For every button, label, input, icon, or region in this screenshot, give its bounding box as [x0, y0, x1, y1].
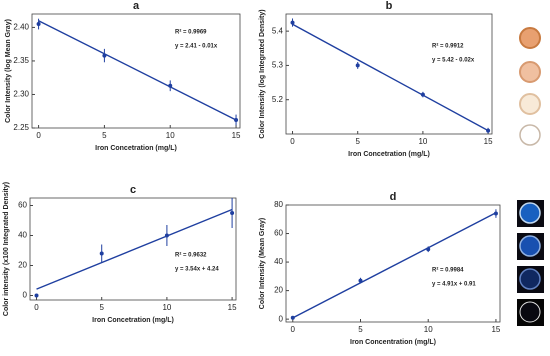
- plot-frame: [29, 197, 237, 301]
- annotation: y = 4.91x + 0.91: [432, 282, 476, 288]
- x-tick-label: 10: [162, 303, 171, 312]
- y-tick-label: 60: [18, 201, 27, 210]
- tube-photos-bottom: [517, 200, 544, 326]
- data-point: [230, 211, 235, 215]
- y-tick-label: 80: [274, 200, 283, 209]
- y-tick-label: 20: [274, 286, 283, 295]
- x-tick-label: 15: [232, 131, 241, 140]
- y-tick-label: 5.3: [272, 61, 284, 70]
- y-axis-label: Color intensity (x100 Integrated Density…: [3, 182, 10, 316]
- x-axis-label: Iron Concetration (mg/L): [95, 145, 177, 152]
- data-point: [426, 247, 431, 252]
- panel-label: c: [130, 184, 136, 196]
- data-point: [164, 233, 169, 238]
- x-tick-label: 0: [291, 325, 296, 334]
- photo: [519, 268, 541, 290]
- x-tick-label: 5: [355, 137, 360, 146]
- y-tick-label: 2.35: [13, 56, 29, 65]
- x-tick-label: 15: [484, 137, 493, 146]
- x-axis-label: Iron Concetration (mg/L): [348, 151, 430, 158]
- y-tick-label: 2.30: [13, 90, 29, 99]
- x-tick-label: 5: [99, 303, 104, 312]
- data-point: [102, 53, 107, 58]
- data-point: [36, 22, 41, 27]
- panel-label: d: [390, 191, 397, 203]
- panel-label: b: [386, 0, 393, 12]
- data-point: [358, 278, 363, 283]
- plot-frame: [31, 13, 241, 129]
- annotation: y = 3.54x + 4.24: [175, 267, 219, 273]
- fit-line: [38, 20, 237, 121]
- data-point: [355, 63, 360, 68]
- photo: [519, 202, 541, 224]
- y-axis-label: Color Intensity (log Mean Gray): [5, 19, 12, 123]
- x-tick-label: 0: [290, 137, 295, 146]
- y-tick-label: 60: [274, 229, 283, 238]
- photo: [519, 27, 541, 49]
- tube-photos-top: [519, 27, 541, 146]
- annotation: R² = 0.9912: [432, 43, 464, 50]
- photo: [519, 61, 541, 83]
- plot-frame: [285, 13, 493, 135]
- fit-line: [292, 212, 497, 319]
- panel-label: a: [133, 0, 140, 12]
- annotation: R² = 0.9632: [175, 252, 207, 259]
- x-tick-label: 10: [166, 131, 175, 140]
- x-tick-label: 0: [36, 131, 41, 140]
- x-tick-label: 5: [102, 131, 107, 140]
- data-point: [290, 20, 295, 25]
- photo: [519, 124, 541, 146]
- y-tick-label: 0: [23, 291, 28, 300]
- data-point: [34, 293, 39, 298]
- y-tick-label: 5.4: [272, 26, 284, 35]
- data-point: [290, 315, 295, 320]
- data-point: [99, 251, 104, 256]
- x-tick-label: 10: [424, 325, 433, 334]
- y-tick-label: 40: [274, 257, 283, 266]
- data-point: [486, 128, 491, 133]
- annotation: R² = 0.9969: [175, 29, 207, 36]
- annotation: y = 2.41 - 0.01x: [175, 44, 218, 50]
- y-tick-label: 20: [18, 261, 27, 270]
- x-axis-label: Iron Concetration (mg/L): [92, 317, 174, 324]
- photo: [519, 93, 541, 115]
- photo: [519, 301, 541, 323]
- x-tick-label: 5: [358, 325, 363, 334]
- annotation: R² = 0.9984: [432, 267, 464, 274]
- y-axis-label: Color Intensity (log Integrated Density): [259, 9, 266, 138]
- photo: [519, 235, 541, 257]
- fit-line: [36, 208, 233, 290]
- annotation: y = 5.42 - 0.02x: [432, 58, 475, 64]
- data-point: [234, 117, 239, 122]
- x-axis-label: Iron Concentration (mg/L): [350, 339, 436, 346]
- y-tick-label: 40: [18, 231, 27, 240]
- data-point: [168, 83, 173, 88]
- x-tick-label: 15: [228, 303, 237, 312]
- data-point: [420, 92, 425, 97]
- x-tick-label: 10: [418, 137, 427, 146]
- y-tick-label: 2.40: [13, 23, 29, 32]
- y-tick-label: 5.2: [272, 95, 284, 104]
- x-tick-label: 0: [34, 303, 39, 312]
- y-tick-label: 0: [279, 314, 284, 323]
- plot-frame: [285, 204, 501, 323]
- fit-line: [292, 23, 489, 132]
- data-point: [493, 211, 498, 216]
- x-tick-label: 15: [491, 325, 500, 334]
- y-axis-label: Color Intensity (Mean Gray): [259, 218, 266, 309]
- y-tick-label: 2.25: [13, 123, 29, 132]
